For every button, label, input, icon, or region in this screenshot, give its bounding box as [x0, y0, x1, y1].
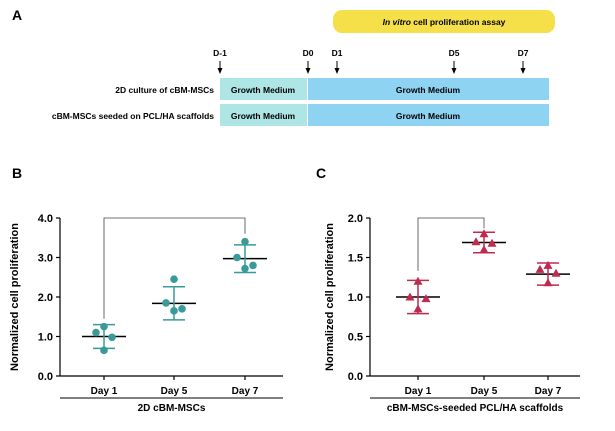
- y-tick-label: 1.5: [348, 253, 363, 265]
- timepoint-arrow-head: [520, 68, 526, 74]
- row-2: cBM-MSCs seeded on PCL/HA scaffolds Grow…: [52, 104, 549, 126]
- panel-b-letter: B: [12, 165, 22, 181]
- data-point: [170, 307, 178, 315]
- row-2-seg2-label: Growth Medium: [396, 111, 461, 121]
- timepoint-label: D7: [518, 48, 529, 58]
- data-point: [92, 328, 100, 337]
- row-2-label: cBM-MSCs seeded on PCL/HA scaffolds: [52, 111, 214, 121]
- data-point: [413, 304, 423, 313]
- significance-bracket: [103, 217, 246, 319]
- row-1-seg2-label: Growth Medium: [396, 85, 461, 95]
- y-tick-label: 4.0: [38, 213, 53, 225]
- x-tick-label: Day 1: [91, 386, 118, 397]
- x-tick-label: Day 1: [405, 386, 432, 397]
- timepoint-label: D0: [303, 48, 314, 58]
- data-point: [487, 238, 497, 247]
- x-tick-label: Day 5: [471, 386, 498, 397]
- chart-b: 0.0 1.0 2.0 3.0 4.0 Normalized cell prolifera…: [9, 213, 283, 414]
- data-point: [543, 278, 553, 287]
- y-tick-label: 0.5: [348, 332, 363, 344]
- y-axis-label: Normalized cell proliferation: [324, 223, 336, 371]
- data-point: [413, 276, 423, 285]
- panel-c-letter: C: [316, 165, 326, 181]
- data-point: [543, 260, 553, 269]
- y-tick-label: 2.0: [38, 292, 53, 304]
- timepoint-arrow-head: [451, 68, 457, 74]
- row-1-seg1-label: Growth Medium: [231, 85, 296, 95]
- assay-italic: In vitro: [383, 17, 411, 27]
- row-1-main-segment: [308, 78, 549, 100]
- y-tick-label: 3.0: [38, 253, 53, 265]
- data-point: [405, 292, 415, 301]
- data-point: [479, 245, 489, 254]
- data-point: [241, 237, 249, 246]
- significance-bracket: [417, 217, 485, 271]
- data-point: [249, 261, 257, 270]
- y-tick-label: 0.0: [38, 371, 53, 383]
- y-axis-label: Normalized cell proliferation: [9, 223, 21, 371]
- assay-banner-label: In vitro cell proliferation assay: [383, 17, 506, 27]
- data-point: [471, 237, 481, 246]
- timepoint-arrow-head: [334, 68, 340, 74]
- data-point: [162, 299, 170, 307]
- x-tick-label: Day 7: [232, 386, 259, 397]
- y-tick-label: 1.0: [38, 332, 53, 344]
- assay-banner: In vitro cell proliferation assay: [333, 10, 555, 33]
- x-tick-label: Day 5: [161, 386, 188, 397]
- y-tick-label: 2.0: [348, 213, 363, 225]
- row-1-pre-segment: [220, 78, 307, 100]
- y-tick-label: 1.0: [348, 292, 363, 304]
- timepoint-label: D5: [449, 48, 460, 58]
- assay-rest: cell proliferation assay: [411, 17, 506, 27]
- data-point: [241, 264, 249, 273]
- row-1: 2D culture of cBM-MSCs Growth Medium Gro…: [115, 78, 549, 100]
- y-tick-label: 0.0: [348, 371, 363, 383]
- data-point: [551, 268, 561, 277]
- data-point: [421, 294, 431, 303]
- x-axis-label: 2D cBM-MSCs: [138, 403, 206, 414]
- timepoint-arrow-head: [305, 68, 311, 74]
- timeline: D-1 D0 D1 D5 D7: [213, 48, 529, 74]
- row-2-pre-segment: [220, 104, 307, 126]
- data-point: [100, 346, 108, 355]
- chart-c: 0.0 0.5 1.0 1.5 2.0 Normalized cell prolifera…: [324, 213, 580, 414]
- data-point: [479, 229, 489, 238]
- panel-a-letter: A: [12, 7, 22, 23]
- data-point: [100, 322, 108, 331]
- data-point: [170, 275, 178, 284]
- row-1-label: 2D culture of cBM-MSCs: [115, 85, 214, 95]
- row-2-main-segment: [308, 104, 549, 126]
- timepoint-arrow-head: [217, 68, 223, 74]
- timepoint-label: D1: [332, 48, 343, 58]
- x-tick-label: Day 7: [535, 386, 562, 397]
- assay-banner-box: [333, 10, 555, 33]
- row-2-seg1-label: Growth Medium: [231, 111, 296, 121]
- x-axis-label: cBM-MSCs-seeded PCL/HA scaffolds: [387, 403, 564, 414]
- timepoint-label: D-1: [213, 48, 227, 58]
- data-point: [535, 264, 545, 273]
- data-point: [108, 333, 116, 342]
- data-point: [178, 305, 186, 313]
- data-point: [233, 253, 241, 262]
